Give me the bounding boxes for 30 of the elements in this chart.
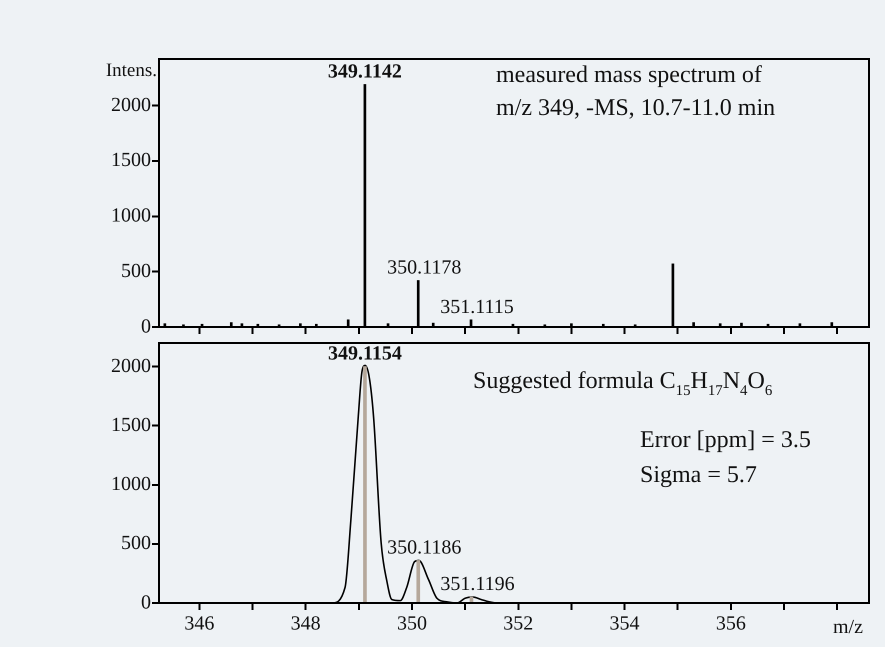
annotation: 351.1196: [440, 573, 515, 596]
y-tick-label: 1500: [111, 149, 151, 172]
y-axis-title: Intens.: [106, 60, 157, 81]
x-tick-label: 348: [290, 612, 321, 634]
y-tick-label: 0: [141, 591, 151, 614]
annotation: measured mass spectrum of m/z 349, -MS, 10.7-11.0 min: [496, 62, 776, 121]
y-tick-label: 2000: [111, 94, 151, 116]
y-tick-label: 1000: [111, 204, 151, 227]
bar: [416, 560, 420, 602]
bar: [363, 366, 367, 602]
y-tick-label: 500: [121, 260, 151, 282]
bar: [470, 596, 474, 602]
annotation: 349.1154: [328, 342, 402, 365]
x-tick-label: 350: [396, 612, 427, 634]
annotation: 350.1186: [387, 536, 462, 558]
annotation: Error [ppm] = 3.5: [640, 427, 811, 453]
y-tick-label: 1500: [111, 414, 151, 436]
annotation: 350.1178: [387, 256, 462, 278]
x-tick-label: 346: [184, 612, 214, 634]
x-tick-label: 352: [503, 612, 534, 634]
y-tick-label: 500: [121, 532, 151, 554]
x-axis-title: m/z: [833, 616, 864, 638]
x-tick-label: 356: [716, 612, 746, 634]
annotation: 351.1115: [440, 296, 514, 318]
annotation: 349.1142: [328, 60, 402, 82]
x-tick-label: 354: [610, 612, 640, 634]
annotation: Sigma = 5.7: [640, 462, 757, 488]
y-tick-label: 1000: [111, 473, 151, 496]
y-tick-label: 2000: [111, 354, 151, 377]
y-tick-label: 0: [141, 315, 151, 338]
